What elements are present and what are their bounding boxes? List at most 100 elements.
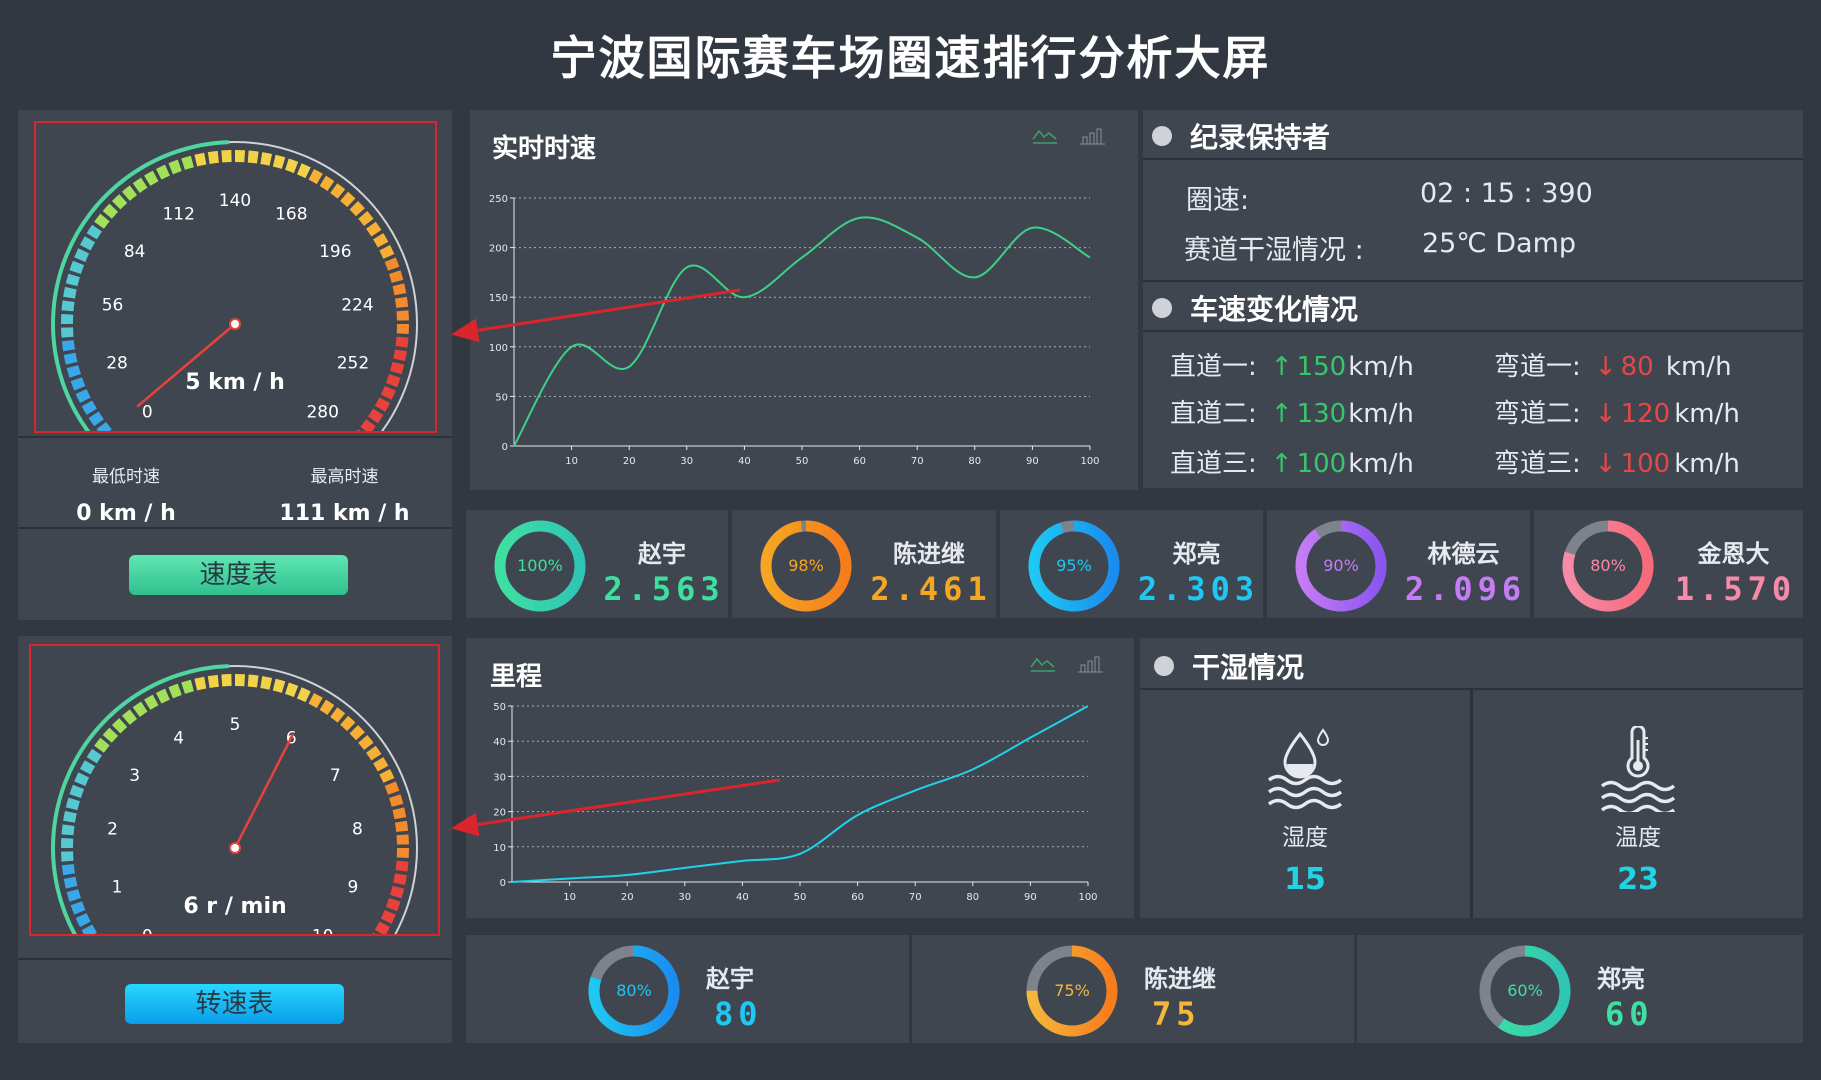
gauge-segment (88, 411, 104, 427)
progress-ring (588, 945, 680, 1037)
gauge-segment (380, 385, 396, 400)
gauge-tick-label: 56 (102, 296, 124, 316)
x-tick-label: 20 (623, 456, 636, 467)
progress-ring (1028, 520, 1120, 612)
gauge-segment (374, 397, 391, 412)
gauge-segment (330, 183, 346, 199)
x-tick-label: 30 (680, 456, 693, 467)
lap-score: 2.303 (1137, 570, 1260, 608)
y-tick-label: 200 (489, 244, 508, 255)
x-tick-label: 40 (736, 892, 749, 903)
humidity-cell: 湿度 15 (1140, 690, 1470, 918)
gauge-segment (385, 374, 401, 388)
ranking-card: 95% 郑亮 2.303 (1000, 510, 1263, 618)
x-tick-label: 70 (911, 456, 924, 467)
line-chart-icon[interactable] (1032, 126, 1058, 146)
progress-ring (1026, 945, 1118, 1037)
straight-value: 100 (1296, 449, 1347, 479)
gauge-tick-label: 252 (337, 353, 369, 373)
progress-ring (760, 520, 852, 612)
gauge-segment (379, 769, 395, 783)
gauge-segment (358, 210, 374, 227)
gauge-segment (111, 194, 128, 210)
y-tick-label: 40 (493, 737, 506, 748)
mileage-score: 80 (714, 995, 763, 1033)
gauge-segment (207, 150, 219, 164)
max-speed-value: 111 km / h (279, 501, 410, 526)
thermometer-icon (1600, 726, 1676, 812)
driver-name: 赵宇 (706, 965, 754, 993)
gauge-segment (260, 676, 273, 690)
lap-value: 02 : 15 : 390 (1420, 178, 1593, 209)
speed-change-row: 直道一: ↑ 150 km/h (1170, 346, 1414, 383)
ring-percent: 100% (517, 556, 563, 575)
rpm-gauge-dial: 012345678910 (51, 664, 418, 934)
gauge-segment (156, 164, 170, 180)
x-tick-label: 100 (1080, 456, 1099, 467)
record-panel (1143, 110, 1803, 488)
lap-score: 2.096 (1404, 570, 1527, 608)
gauge-segment (368, 408, 384, 424)
gauge-segment (374, 921, 391, 934)
gauge-segment (61, 824, 75, 836)
temperature-label: 温度 (1615, 825, 1661, 851)
mileage-chart-panel (466, 638, 1134, 918)
gauge-segment (207, 674, 219, 688)
driver-name: 金恩大 (1697, 540, 1770, 568)
gauge-segment (69, 260, 85, 274)
gauge-segment (63, 876, 78, 889)
gauge-segment (340, 715, 356, 732)
ranking-card: 98% 陈进继 2.461 (732, 510, 996, 618)
speed-change-row: 弯道二: ↓ 120 km/h (1494, 393, 1740, 430)
progress-ring (1479, 945, 1571, 1037)
gauge-segment (63, 286, 77, 299)
curve-value: 120 (1620, 399, 1671, 429)
gauge-segment (168, 159, 182, 175)
gauge-segment (285, 158, 299, 174)
ring-percent: 60% (1507, 981, 1543, 1000)
record-title: 纪录保持者 (1190, 121, 1331, 154)
max-speed-cell: 最高时速 111 km / h (237, 438, 452, 526)
line-chart-icon[interactable] (1030, 654, 1056, 674)
gauge-segment (390, 885, 405, 899)
curve-value: 100 (1620, 449, 1671, 479)
ring-percent: 95% (1056, 556, 1092, 575)
dry-wet-title: 干湿情况 (1192, 651, 1305, 684)
gauge-segment (69, 784, 85, 798)
x-tick-label: 30 (678, 892, 691, 903)
lap-score: 2.461 (870, 570, 992, 608)
straight-label: 直道一: (1170, 352, 1257, 382)
gauge-segment (94, 737, 110, 753)
gauge-segment (349, 724, 365, 741)
rpm-gauge-button[interactable]: 转速表 (125, 984, 344, 1024)
bar-chart-icon[interactable] (1080, 126, 1106, 146)
rpm-gauge: 012345678910 (29, 644, 440, 936)
mileage-chart-title: 里程 (490, 662, 543, 692)
series-line (513, 216, 1091, 447)
x-tick-label: 100 (1078, 892, 1097, 903)
gauge-segment (384, 781, 400, 795)
speed-chart-title: 实时时速 (492, 134, 597, 164)
speed-gauge-reading: 5 km / h (185, 370, 285, 395)
x-tick-label: 80 (966, 892, 979, 903)
min-speed-cell: 最低时速 0 km / h (18, 438, 234, 526)
x-tick-label: 60 (851, 892, 864, 903)
gauge-segment (389, 794, 404, 807)
arrow-up-icon: ↑ (1270, 399, 1293, 429)
ring-percent: 75% (1054, 981, 1090, 1000)
gauge-segment (79, 760, 96, 775)
gauge-tick-label: 7 (330, 766, 341, 786)
gauge-segment (360, 419, 376, 431)
gauge-segment (144, 170, 159, 186)
gauge-segment (272, 154, 286, 169)
bar-chart-icon[interactable] (1078, 654, 1104, 674)
ring-progress (1026, 945, 1118, 1037)
ring-progress (588, 945, 680, 1037)
gauge-tick-label: 0 (142, 927, 153, 934)
gauge-segment (61, 300, 75, 312)
gauge-segment (144, 694, 159, 710)
y-tick-label: 30 (493, 772, 506, 783)
gauge-segment (395, 860, 409, 872)
speed-gauge-button[interactable]: 速度表 (129, 555, 348, 595)
x-tick-label: 60 (853, 456, 866, 467)
